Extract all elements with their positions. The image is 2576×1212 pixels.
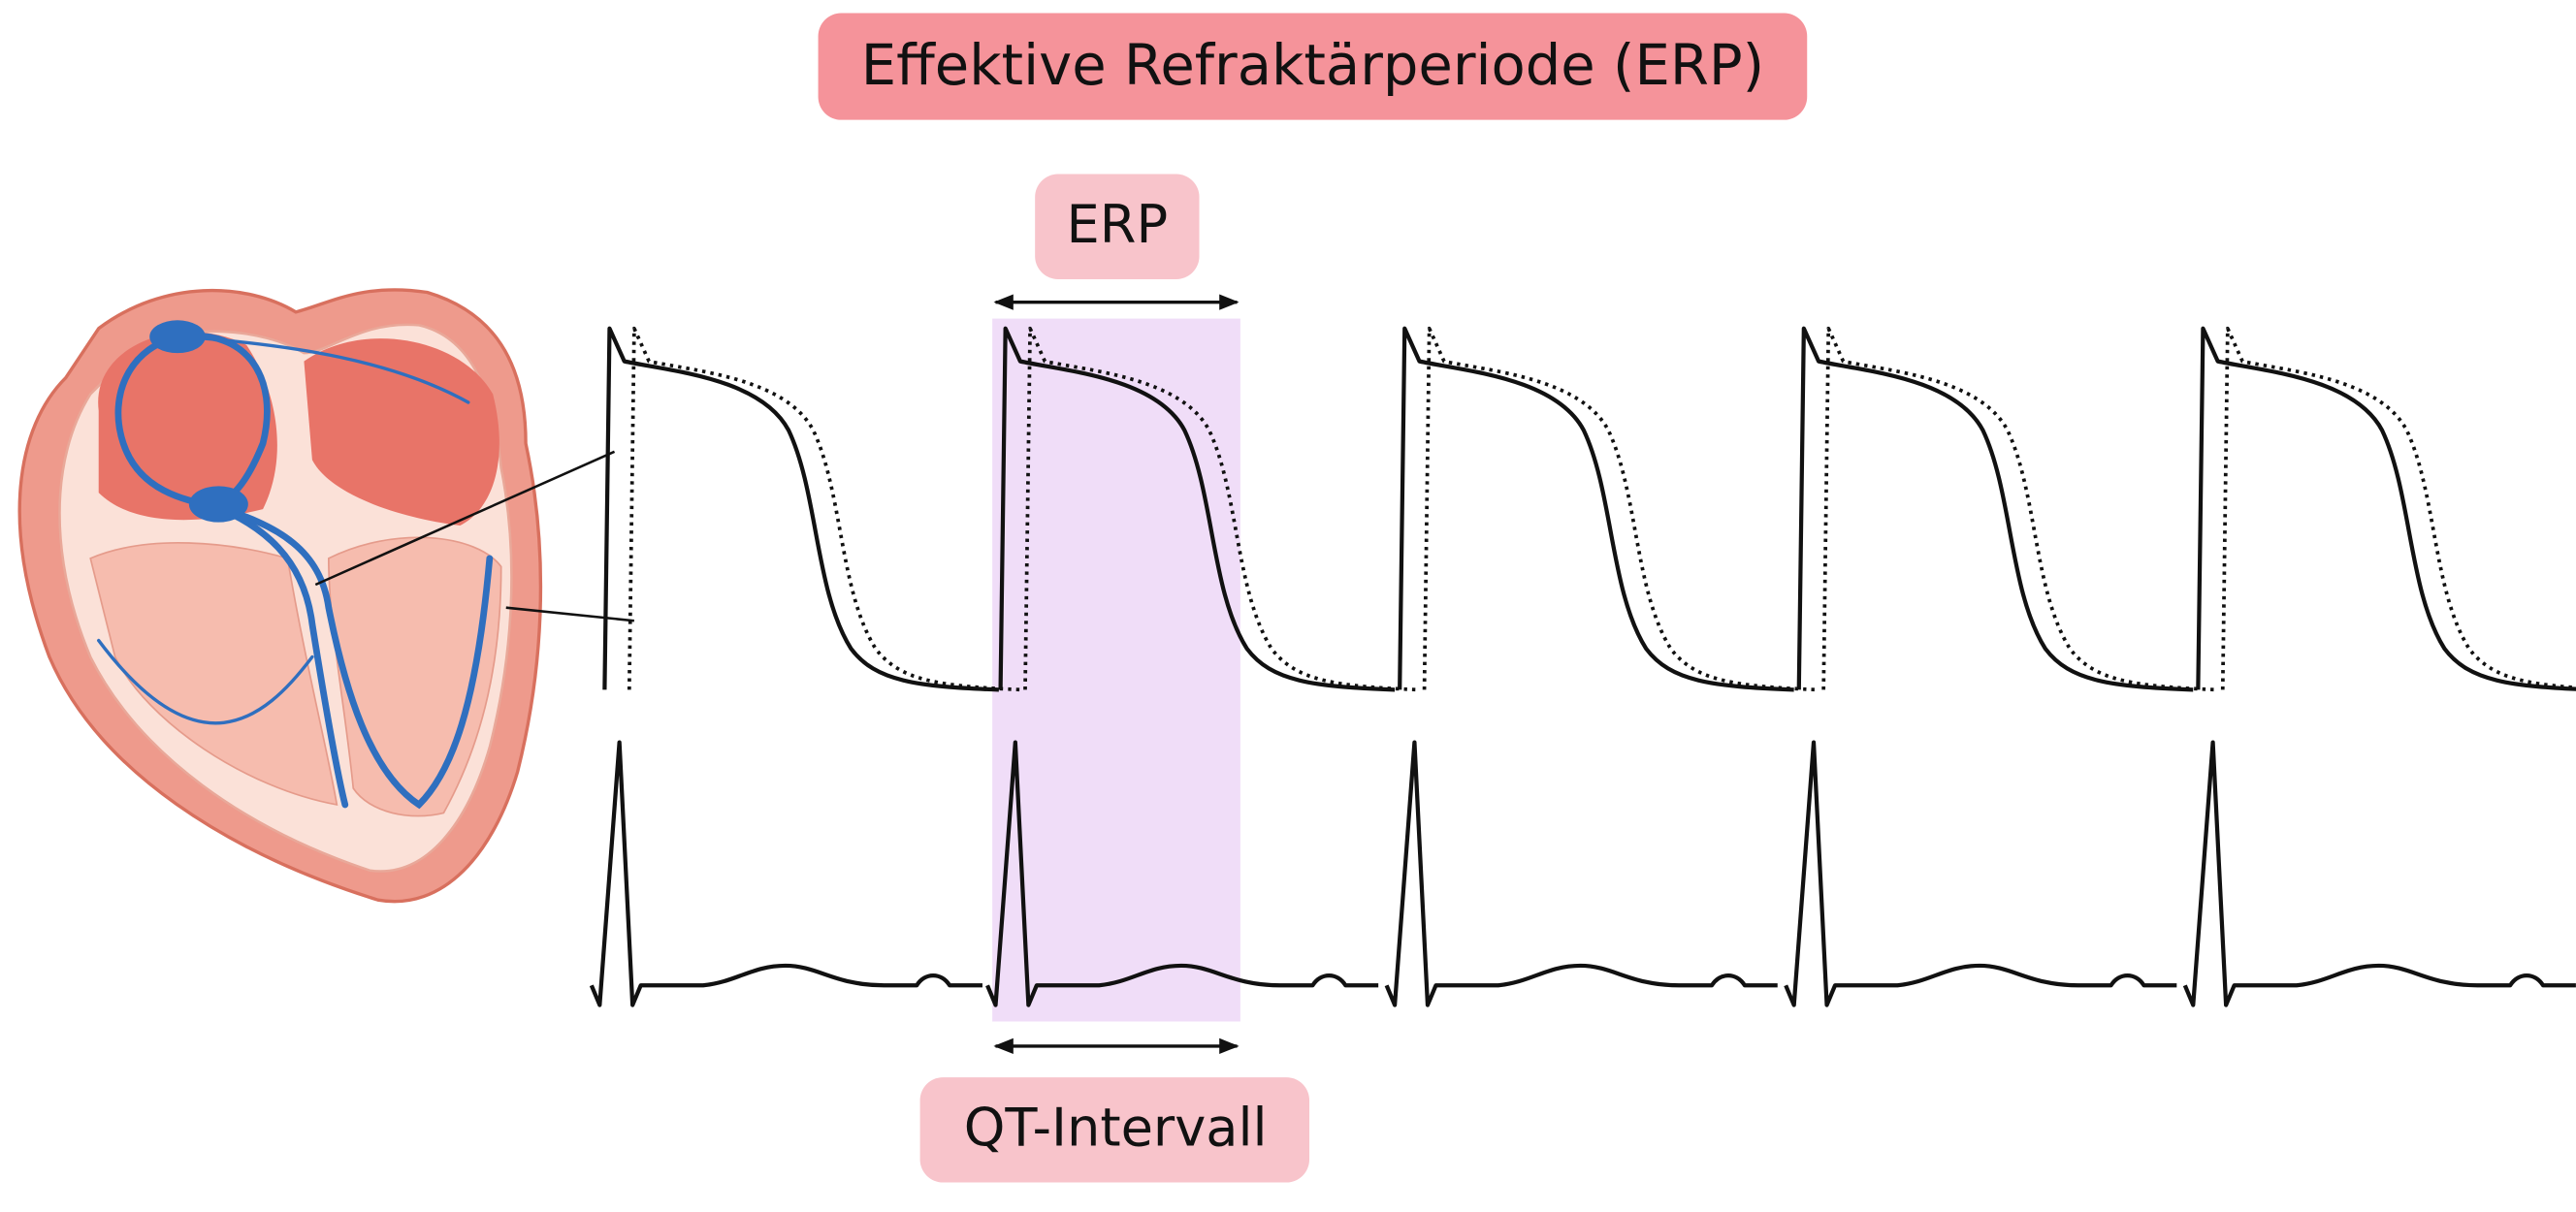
erp-window	[992, 318, 1240, 1022]
ecg-beat	[1784, 740, 2177, 1007]
action-potential	[998, 326, 1396, 692]
title: Effektive Refraktärperiode (ERP)	[861, 33, 1764, 98]
qt-box	[919, 1077, 1310, 1183]
ecg-beat	[1384, 740, 1778, 1007]
qt-label: QT-Intervall	[964, 1098, 1268, 1159]
ecg-beat	[985, 740, 1379, 1007]
erp-box	[1035, 174, 1200, 279]
action-potential-dotted	[2220, 326, 2576, 690]
action-potential-dotted	[1023, 326, 1420, 692]
erp-label: ERP	[1067, 194, 1169, 255]
heart-illustration	[17, 288, 635, 904]
traces	[589, 326, 2576, 1007]
action-potential-dotted	[627, 326, 1024, 692]
action-potential	[1398, 326, 1794, 692]
action-potential	[602, 326, 999, 692]
action-potential-dotted	[1821, 326, 2218, 692]
ecg-beat	[2182, 740, 2576, 1007]
action-potential	[2196, 326, 2576, 691]
action-potential-dotted	[1422, 326, 1819, 692]
title-box	[818, 13, 1808, 120]
action-potential	[1796, 326, 2194, 692]
ecg-beat	[589, 740, 982, 1007]
